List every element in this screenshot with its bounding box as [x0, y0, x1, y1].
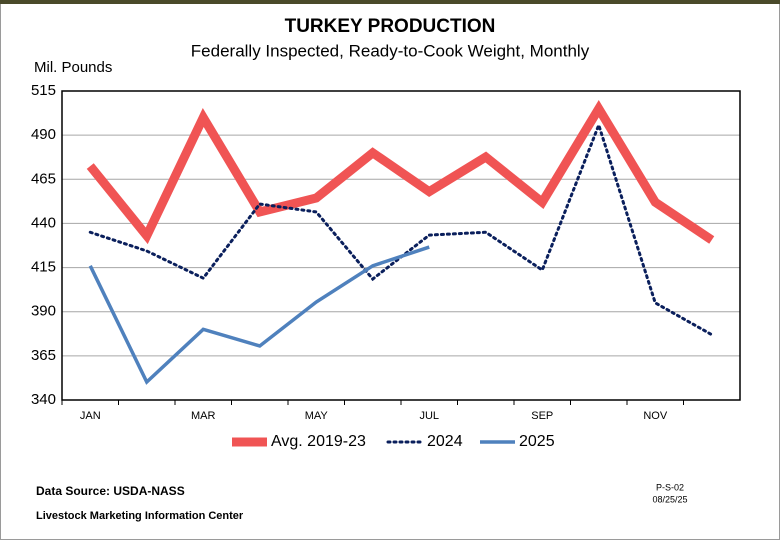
y-tick-label: 490 — [31, 126, 56, 143]
x-tick-label: MAR — [191, 410, 216, 422]
y-tick-label: 415 — [31, 259, 56, 276]
chart-title: TURKEY PRODUCTION — [285, 16, 496, 37]
x-tick-label: JAN — [80, 410, 101, 422]
x-tick-label: SEP — [531, 410, 553, 422]
y-tick-label: 365 — [31, 347, 56, 364]
code: P-S-02 — [656, 482, 684, 492]
x-tick-label: MAY — [305, 410, 329, 422]
legend-label: Avg. 2019-23 — [271, 433, 366, 450]
date: 08/25/25 — [652, 494, 687, 504]
top-border — [0, 0, 780, 4]
series-line — [86, 99, 715, 245]
y-tick-label: 390 — [31, 303, 56, 320]
legend-label: 2024 — [427, 433, 463, 450]
organization: Livestock Marketing Information Center — [36, 510, 244, 522]
y-tick-label: 340 — [31, 391, 56, 408]
series-line — [88, 245, 430, 385]
y-tick-label: 440 — [31, 214, 56, 231]
y-tick-label: 515 — [31, 82, 56, 99]
y-axis-label: Mil. Pounds — [34, 59, 112, 76]
x-tick-label: JUL — [419, 410, 439, 422]
source: Data Source: USDA-NASS — [36, 484, 185, 498]
y-tick-label: 465 — [31, 170, 56, 187]
chart-subtitle: Federally Inspected, Ready-to-Cook Weigh… — [191, 41, 590, 60]
x-tick-label: NOV — [643, 410, 668, 422]
legend-label: 2025 — [519, 433, 555, 450]
